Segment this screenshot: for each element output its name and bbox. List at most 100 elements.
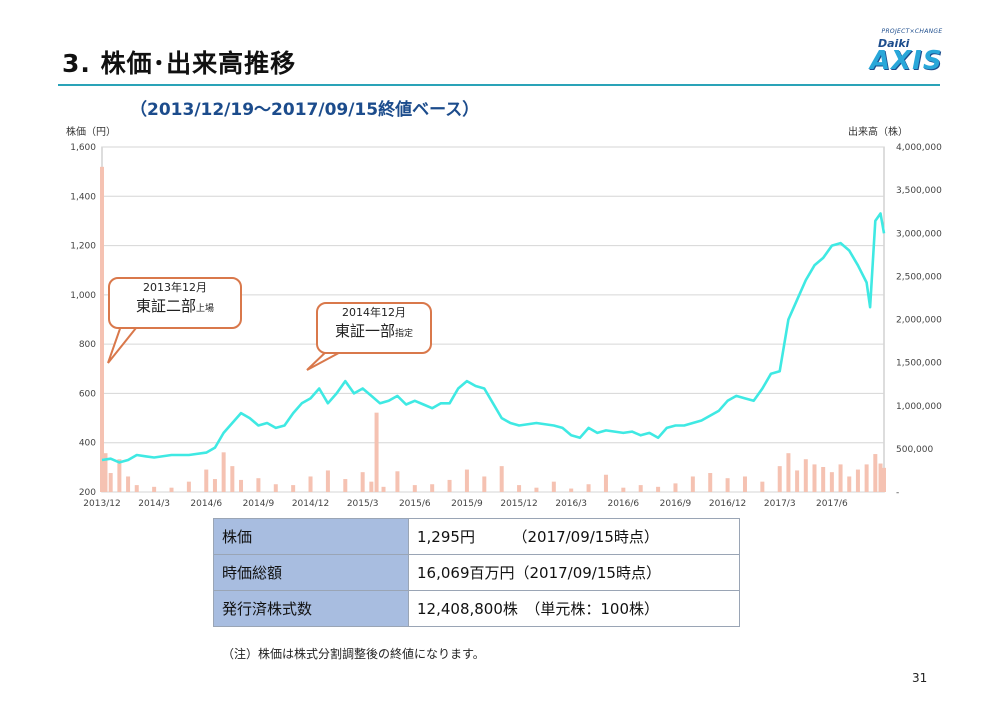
chart-subtitle: （2013/12/19～2017/09/15終値ベース） <box>130 100 480 120</box>
volume-bar <box>760 481 765 492</box>
volume-bar <box>291 485 296 492</box>
volume-bar <box>360 472 365 492</box>
volume-bar <box>369 481 374 492</box>
volume-bar <box>534 487 539 492</box>
volume-bar <box>855 469 860 492</box>
x-tick-label: 2015/3 <box>347 499 379 509</box>
volume-bar <box>864 464 869 492</box>
x-tick-label: 2016/9 <box>660 499 692 509</box>
volume-bar <box>412 485 417 492</box>
volume-bar <box>447 479 452 492</box>
row-label: 時価総額 <box>213 554 409 591</box>
volume-bar <box>873 454 878 492</box>
logo-brand: AXIS <box>870 46 943 76</box>
y2-tick-label: 3,500,000 <box>896 186 942 196</box>
x-tick-label: 2015/6 <box>399 499 431 509</box>
callout-listing-pointer <box>107 322 143 364</box>
x-tick-label: 2016/6 <box>607 499 639 509</box>
y-tick-label: 1,000 <box>70 291 96 301</box>
y2-tick-label: 2,500,000 <box>896 272 942 282</box>
y2-axis-title: 出来高（株） <box>848 127 908 138</box>
title-divider <box>58 84 940 86</box>
volume-bar <box>725 478 730 492</box>
volume-bar <box>603 474 608 492</box>
logo-name: Daiki <box>878 37 910 50</box>
volume-bar <box>221 452 226 492</box>
volume-bar <box>430 484 435 492</box>
volume-bar <box>308 476 313 492</box>
volume-bar <box>482 476 487 492</box>
volume-bar <box>273 484 278 492</box>
callout-listing-date: 2013年12月 <box>143 281 207 294</box>
table-row: 株価 1,295円 （2017/09/15時点） <box>213 518 740 555</box>
y2-tick-label: - <box>896 488 899 498</box>
y-tick-label: 200 <box>79 488 96 498</box>
callout-designation-event: 東証一部 <box>334 322 395 340</box>
volume-bar <box>517 485 522 492</box>
x-tick-label: 2016/3 <box>555 499 587 509</box>
volume-bar <box>551 481 556 492</box>
y-tick-label: 1,200 <box>70 242 96 252</box>
volume-bar <box>134 485 139 492</box>
volume-bar <box>464 469 469 492</box>
page-number: 31 <box>912 671 928 685</box>
row-label: 株価 <box>213 518 409 555</box>
callout-designation-suffix: 指定 <box>395 329 414 339</box>
y2-tick-label: 1,500,000 <box>896 359 942 369</box>
volume-bar <box>230 466 235 492</box>
x-tick-label: 2014/9 <box>243 499 275 509</box>
y-tick-label: 600 <box>79 389 96 399</box>
volume-bar <box>126 476 131 492</box>
volume-bar <box>742 476 747 492</box>
volume-bar <box>878 463 883 492</box>
volume-bar <box>499 466 504 492</box>
volume-bar <box>395 471 400 492</box>
callout-listing-event: 東証二部 <box>135 297 196 315</box>
volume-bar <box>882 467 886 492</box>
volume-bar <box>838 464 843 492</box>
volume-bar <box>708 473 713 492</box>
volume-bar <box>586 484 591 492</box>
volume-bar <box>256 478 261 492</box>
y2-tick-label: 4,000,000 <box>896 143 942 153</box>
volume-bar <box>638 485 643 492</box>
volume-bar <box>786 453 791 492</box>
volume-bar <box>777 466 782 492</box>
volume-bar <box>795 470 800 492</box>
row-value: 16,069百万円（2017/09/15時点） <box>408 554 740 591</box>
row-label: 発行済株式数 <box>213 590 409 627</box>
x-tick-label: 2017/6 <box>816 499 848 509</box>
volume-bar <box>239 479 244 492</box>
x-tick-label: 2014/12 <box>292 499 329 509</box>
x-tick-label: 2015/12 <box>500 499 537 509</box>
y2-tick-label: 1,000,000 <box>896 402 942 412</box>
callout-listing-suffix: 上場 <box>196 304 215 314</box>
row-value: 12,408,800株 （単元株：100株） <box>408 590 740 627</box>
volume-bar <box>656 486 661 492</box>
y-tick-label: 400 <box>79 439 96 449</box>
company-info-table: 株価 1,295円 （2017/09/15時点） 時価総額 16,069百万円（… <box>213 518 740 627</box>
callout-designation-date: 2014年12月 <box>342 306 406 319</box>
volume-bar <box>103 453 108 492</box>
volume-bar <box>117 459 122 492</box>
volume-bar <box>169 487 174 492</box>
x-tick-label: 2013/12 <box>83 499 120 509</box>
table-row: 発行済株式数 12,408,800株 （単元株：100株） <box>213 590 740 627</box>
volume-bar <box>829 472 834 492</box>
volume-bar <box>343 479 348 492</box>
volume-bar <box>812 464 817 492</box>
y2-tick-label: 500,000 <box>896 445 933 455</box>
y-tick-label: 1,400 <box>70 192 96 202</box>
company-logo: PROJECT×CHANGE Daiki AXIS <box>862 28 962 76</box>
volume-bar <box>690 476 695 492</box>
y-tick-label: 800 <box>79 340 96 350</box>
volume-bar <box>186 481 191 492</box>
x-tick-label: 2015/9 <box>451 499 483 509</box>
x-tick-label: 2016/12 <box>709 499 746 509</box>
callout-listing: 2013年12月 東証二部上場 <box>108 277 242 329</box>
slide-title: 3. 株価･出来高推移 <box>62 49 297 78</box>
volume-bar <box>821 466 826 492</box>
volume-bar <box>673 483 678 492</box>
volume-bar <box>108 473 113 492</box>
